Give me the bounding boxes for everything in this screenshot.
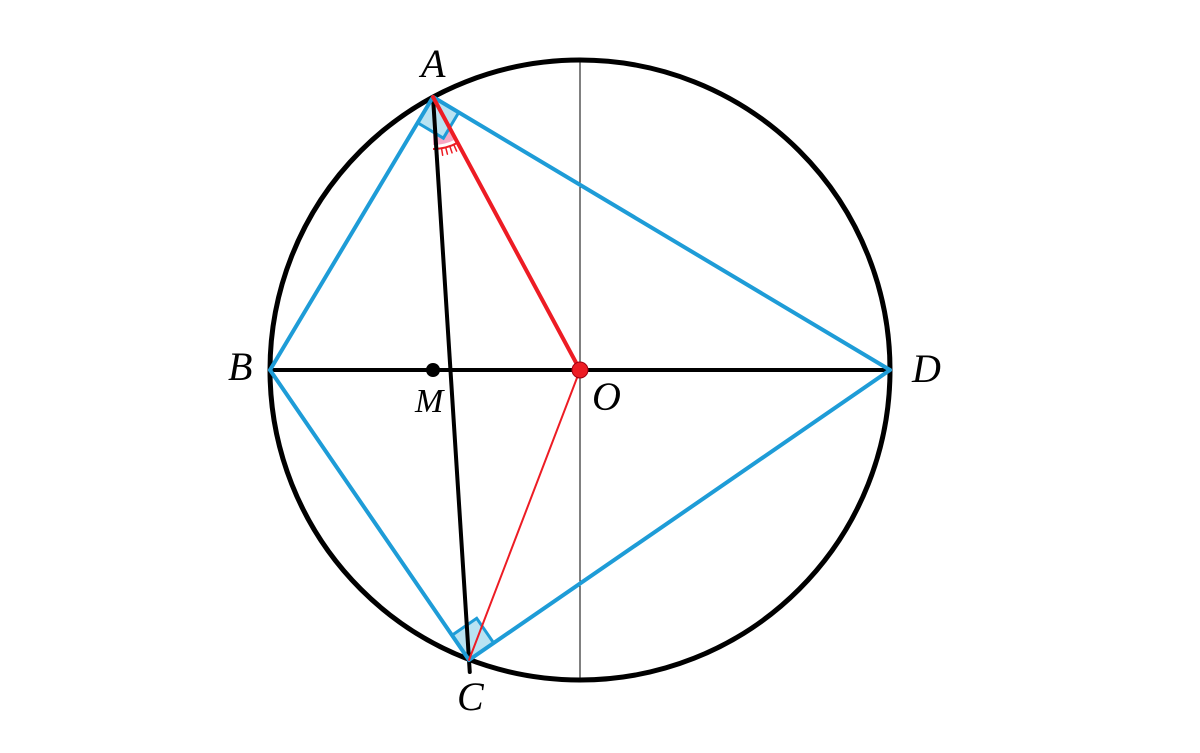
label-C: C xyxy=(457,674,485,719)
label-M: M xyxy=(414,383,445,420)
label-B: B xyxy=(228,344,252,389)
segment-OC xyxy=(469,370,580,660)
label-D: D xyxy=(911,346,941,391)
segment-AO xyxy=(433,97,580,370)
geometry-diagram: A B C D O M xyxy=(0,0,1200,753)
label-A: A xyxy=(418,41,446,86)
point-O xyxy=(572,362,588,378)
segment-AB xyxy=(270,97,433,370)
label-O: O xyxy=(592,374,621,419)
segment-CD xyxy=(469,370,890,660)
segment-DA xyxy=(433,97,890,370)
point-M xyxy=(426,363,440,377)
